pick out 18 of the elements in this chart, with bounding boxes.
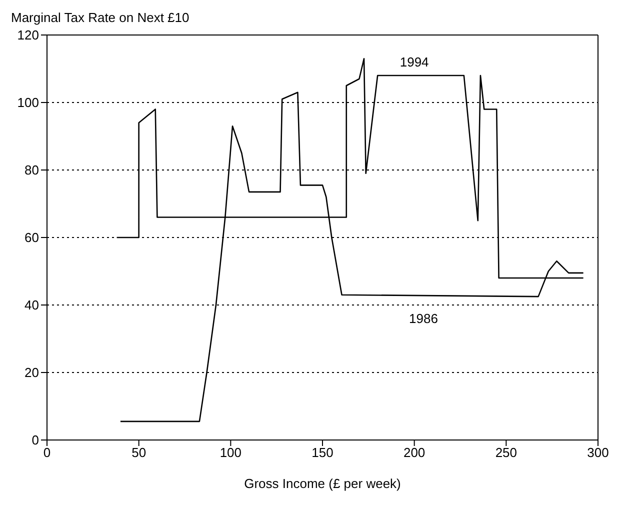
y-axis-title: Marginal Tax Rate on Next £10 — [11, 10, 190, 25]
y-tick-label: 80 — [24, 162, 39, 178]
x-tick-label: 250 — [495, 445, 518, 460]
x-tick-label: 0 — [43, 445, 51, 460]
y-tick-label: 40 — [24, 298, 39, 313]
y-tick-label: 0 — [32, 432, 39, 448]
x-tick-label: 50 — [132, 445, 146, 460]
x-tick-label: 100 — [220, 445, 242, 460]
x-tick-label: 200 — [403, 445, 426, 460]
series-label: 1986 — [409, 311, 438, 326]
x-tick-label: 300 — [587, 445, 609, 460]
x-tick-label: 150 — [312, 445, 334, 460]
y-tick-label: 120 — [17, 28, 39, 43]
y-tick-label: 100 — [17, 95, 39, 110]
y-tick-label: 60 — [24, 230, 39, 246]
y-tick-label: 20 — [24, 365, 39, 380]
series-label: 1994 — [400, 54, 429, 70]
x-axis-title: Gross Income (£ per week) — [244, 476, 401, 491]
